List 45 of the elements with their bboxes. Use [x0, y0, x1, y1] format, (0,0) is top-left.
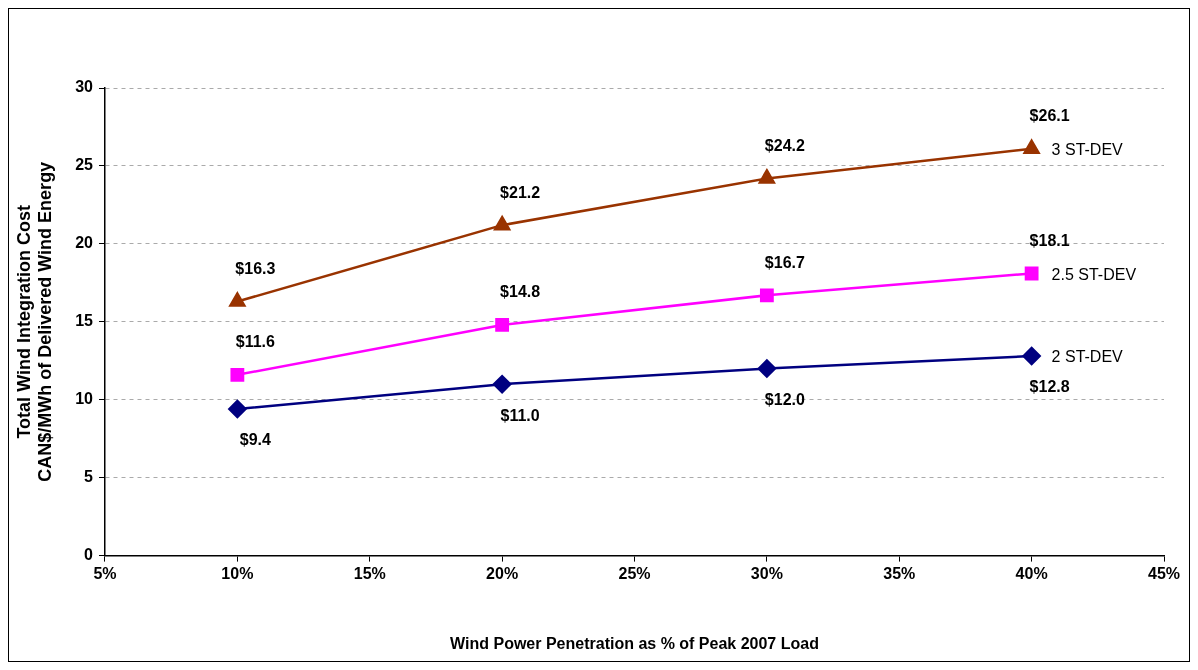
x-axis-title: Wind Power Penetration as % of Peak 2007 Load	[450, 634, 819, 652]
x-tick-label: 35%	[883, 564, 916, 582]
point	[1022, 346, 1041, 366]
point	[230, 367, 245, 382]
x-tick-label: 15%	[353, 564, 386, 582]
x-tick-label: 20%	[486, 564, 519, 582]
point	[1023, 139, 1040, 155]
data-label: $24.2	[764, 136, 805, 154]
point	[229, 292, 246, 307]
x-tick-label: 40%	[1015, 564, 1048, 582]
point	[492, 374, 512, 394]
x-tick-label: 25%	[618, 564, 651, 582]
data-label: $11.6	[235, 333, 276, 351]
data-label: $11.0	[500, 406, 540, 424]
y-tick-label: 20	[75, 234, 94, 252]
x-tick-label: 5%	[93, 564, 117, 582]
x-tick-label: 45%	[1147, 564, 1181, 582]
point	[759, 288, 774, 303]
series-label: 2 ST-DEV	[1051, 348, 1124, 366]
data-label: $18.1	[1029, 231, 1070, 249]
data-label: $14.8	[500, 283, 541, 301]
x-tick-label: 30%	[750, 564, 783, 582]
data-label: $26.1	[1029, 107, 1070, 125]
x-tick-label: 10%	[221, 564, 254, 582]
y-axis-title: Total Wind Integration Cost CAN$/MWh of Delivered Wind Energy	[13, 161, 56, 482]
y-tick-label: 25	[75, 156, 94, 174]
point	[757, 359, 777, 378]
data-label: $12.8	[1029, 378, 1070, 396]
y-tick-label: 30	[75, 78, 94, 96]
data-label: $16.7	[764, 253, 805, 271]
data-label: $12.0	[764, 390, 805, 408]
point	[758, 169, 776, 184]
series-label: 2.5 ST-DEV	[1051, 265, 1137, 283]
series-label: 3 ST-DEV	[1051, 141, 1124, 159]
y-tick-label: 15	[75, 312, 94, 330]
point	[1024, 266, 1039, 281]
y-tick-label: 0	[84, 546, 94, 564]
data-label: $21.2	[500, 183, 541, 201]
data-label: $9.4	[239, 431, 272, 449]
y-tick-label: 10	[75, 390, 94, 408]
y-tick-label: 5	[84, 468, 94, 486]
data-label: $16.3	[235, 259, 276, 277]
point	[495, 318, 510, 332]
point	[493, 215, 511, 231]
point	[228, 399, 247, 419]
